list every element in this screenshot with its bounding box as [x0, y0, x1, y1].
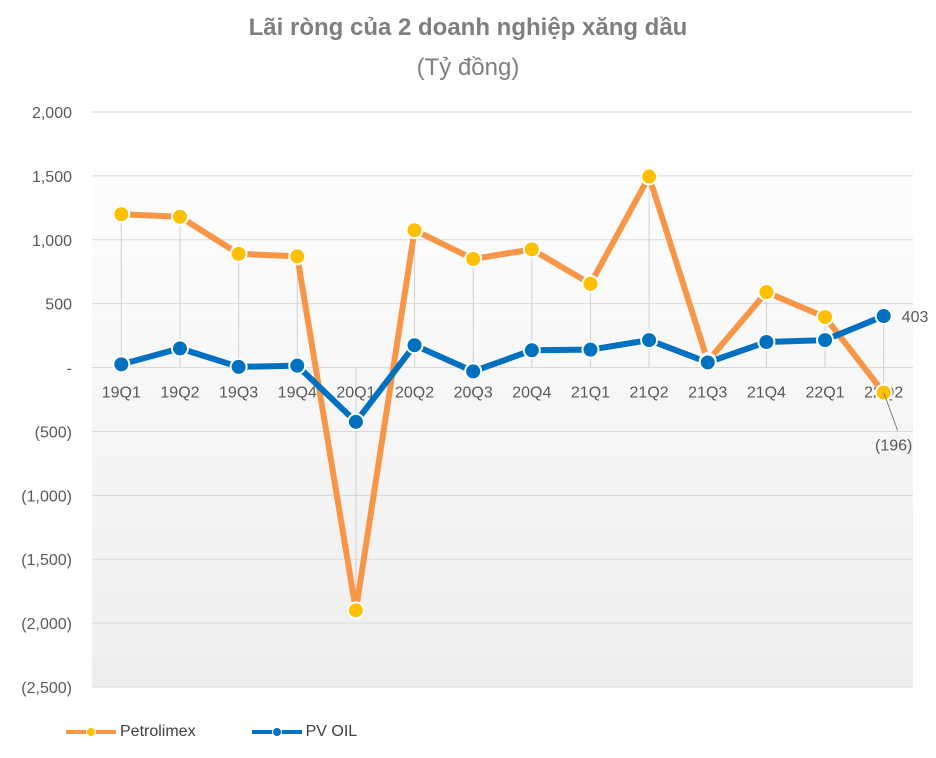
- data-point-petrolimex: [757, 283, 776, 302]
- y-tick-label: (2,000): [21, 616, 72, 633]
- x-tick-label: 19Q4: [278, 385, 317, 402]
- chart-title: Lãi ròng của 2 doanh nghiệp xăng dầu: [248, 14, 688, 41]
- data-point-pvoil: [229, 357, 248, 376]
- data-point-pvoil: [581, 340, 600, 359]
- x-tick-label: 21Q2: [630, 385, 669, 402]
- data-point-petrolimex: [229, 244, 248, 263]
- x-tick-label: 21Q4: [747, 385, 786, 402]
- legend-marker-pvoil: [271, 727, 282, 737]
- series-line-petrolimex: [118, 173, 887, 614]
- y-tick-label: 1,000: [32, 233, 72, 250]
- y-tick-label: (500): [35, 424, 72, 441]
- data-label-petrolimex-last: (196): [875, 438, 912, 455]
- data-label-pvoil-last: 403: [902, 309, 929, 326]
- data-point-pvoil: [112, 355, 131, 374]
- x-tick-label: 22Q1: [805, 385, 844, 402]
- x-tick-label: 19Q3: [219, 385, 258, 402]
- data-point-pvoil: [640, 331, 659, 350]
- y-tick-label: (1,500): [21, 552, 72, 569]
- data-point-pvoil: [464, 362, 483, 381]
- chart-subtitle: (Tỷ đồng): [416, 54, 520, 81]
- data-point-petrolimex: [405, 221, 424, 240]
- data-point-pvoil: [346, 412, 365, 431]
- plot-area: [92, 112, 913, 687]
- x-tick-label: 20Q3: [454, 385, 493, 402]
- data-point-pvoil: [757, 333, 776, 351]
- y-tick-label: 500: [45, 297, 72, 314]
- series-line-pvoil: [118, 313, 887, 425]
- data-point-pvoil: [874, 307, 893, 326]
- data-point-petrolimex: [640, 167, 659, 186]
- legend-swatch-petrolimex: [66, 722, 116, 742]
- chart-legend: Petrolimex PV OIL: [66, 722, 413, 742]
- legend-swatch-pvoil: [251, 722, 302, 742]
- x-tick-label: 19Q1: [102, 385, 141, 402]
- legend-item-pvoil: PV OIL: [251, 722, 358, 742]
- data-point-petrolimex: [288, 247, 307, 266]
- data-point-pvoil: [170, 339, 189, 358]
- x-tick-label: 20Q4: [512, 385, 551, 402]
- legend-marker-petrolimex: [86, 727, 96, 737]
- data-point-pvoil: [405, 336, 424, 355]
- data-point-petrolimex: [581, 274, 600, 293]
- data-point-pvoil: [698, 353, 717, 372]
- data-point-petrolimex: [816, 308, 835, 327]
- data-point-pvoil: [288, 356, 307, 375]
- data-point-petrolimex: [522, 240, 541, 259]
- x-tick-label: 20Q1: [336, 385, 375, 402]
- data-point-petrolimex: [112, 205, 131, 224]
- y-tick-label: (1,000): [21, 488, 72, 505]
- data-point-pvoil: [816, 331, 835, 350]
- data-point-petrolimex: [464, 249, 483, 268]
- leader-line: [883, 392, 899, 431]
- y-tick-label: 1,500: [32, 169, 72, 186]
- legend-label-pvoil: PV OIL: [305, 723, 358, 740]
- legend-item-petrolimex: Petrolimex: [66, 722, 196, 742]
- x-tick-label: 20Q2: [395, 385, 434, 402]
- x-tick-label: 21Q3: [688, 385, 727, 402]
- data-point-petrolimex: [170, 207, 189, 226]
- y-tick-label: 2,000: [32, 105, 72, 122]
- x-tick-label: 19Q2: [160, 385, 199, 402]
- y-tick-label: -: [67, 361, 72, 378]
- data-point-pvoil: [522, 341, 541, 360]
- data-point-petrolimex: [346, 601, 365, 620]
- x-tick-label: 21Q1: [571, 385, 610, 402]
- y-tick-label: (2,500): [21, 680, 72, 697]
- legend-label-petrolimex: Petrolimex: [120, 723, 196, 740]
